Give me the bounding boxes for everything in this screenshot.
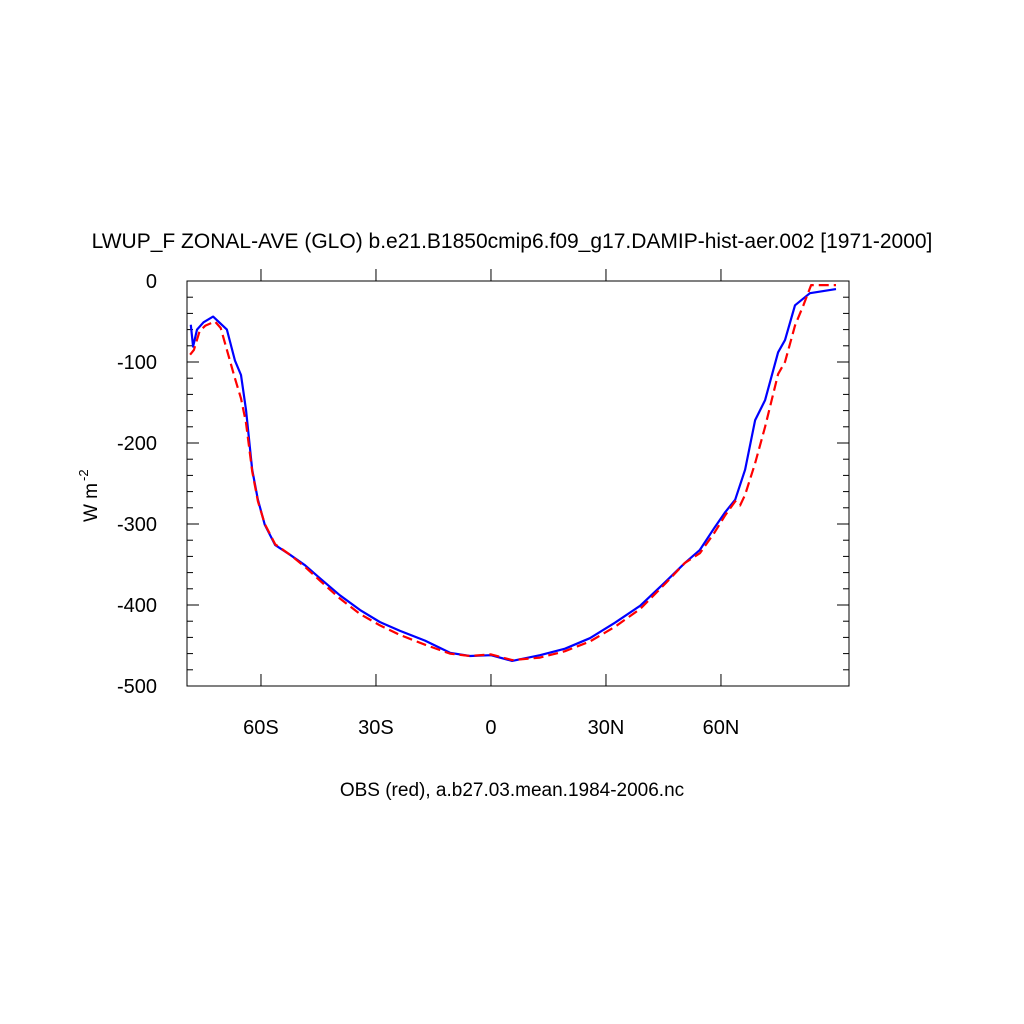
y-axis-label: W m [81, 483, 102, 522]
y-tick-label: -400 [117, 595, 157, 617]
y-tick-label: -300 [117, 514, 157, 536]
x-tick-label: 60S [243, 717, 279, 739]
y-axis-title: W m -2 [76, 469, 102, 522]
y-tick-label: 0 [146, 271, 157, 293]
x-tick-label: 60N [703, 717, 740, 739]
x-tick-label: 30S [358, 717, 394, 739]
chart-title: LWUP_F ZONAL-AVE (GLO) b.e21.B1850cmip6.… [92, 230, 933, 253]
y-tick-label: -100 [117, 352, 157, 374]
x-tick-label: 0 [485, 717, 496, 739]
x-tick-label: 30N [588, 717, 625, 739]
y-axis-label-sup: -2 [76, 469, 91, 481]
series-line [189, 288, 837, 662]
series-line [189, 284, 836, 662]
x-axis-label: OBS (red), a.b27.03.mean.1984-2006.nc [340, 780, 684, 801]
y-tick-label: -500 [117, 676, 157, 698]
plot-frame [186, 280, 850, 687]
y-tick-label: -200 [117, 433, 157, 455]
